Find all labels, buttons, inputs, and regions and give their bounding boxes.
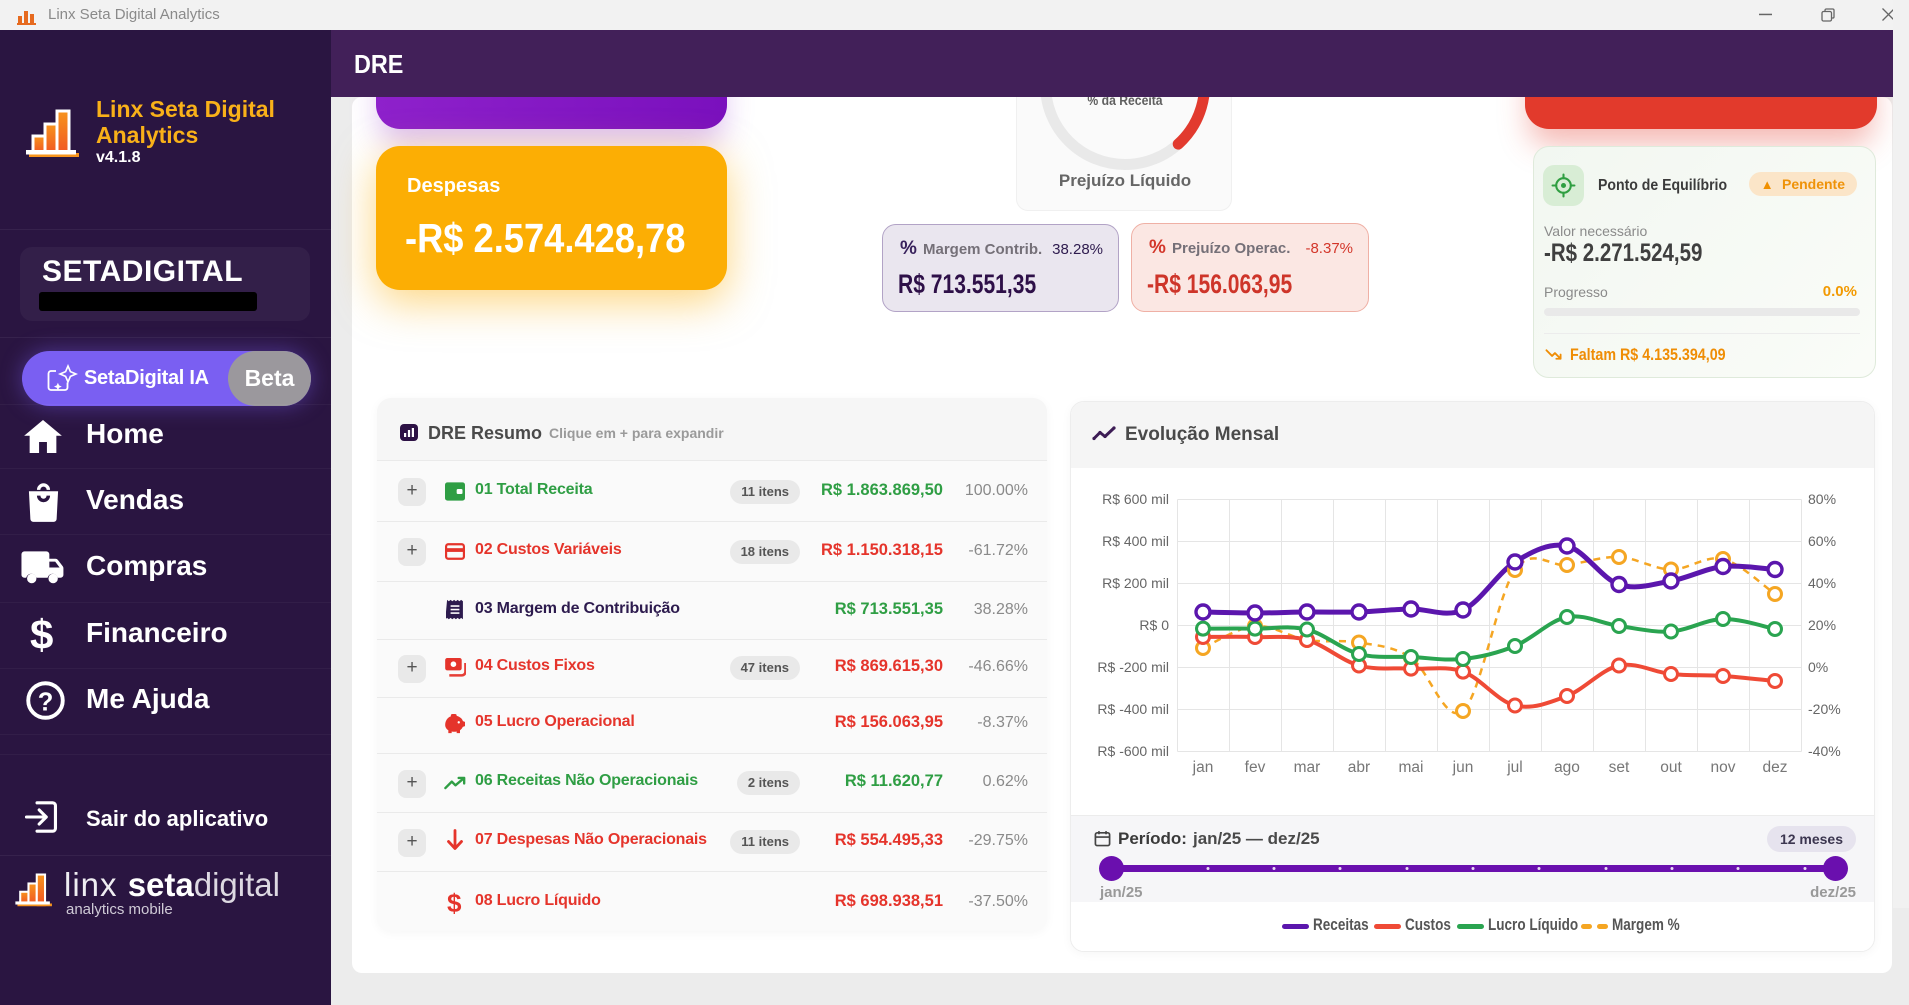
svg-text:mai: mai [1399,759,1424,776]
svg-text:60%: 60% [1808,533,1836,549]
svg-text:R$ 600 mil: R$ 600 mil [1102,491,1169,507]
svg-text:set: set [1609,759,1630,776]
svg-text:R$ -400 mil: R$ -400 mil [1097,701,1169,717]
svg-text:out: out [1660,759,1682,776]
svg-text:jun: jun [1452,759,1474,776]
svg-text:mar: mar [1294,759,1321,776]
svg-text:nov: nov [1711,759,1736,776]
svg-text:jan: jan [1192,759,1214,776]
svg-text:ago: ago [1554,759,1580,776]
svg-text:R$ 400 mil: R$ 400 mil [1102,533,1169,549]
svg-text:jul: jul [1506,759,1523,776]
svg-text:40%: 40% [1808,575,1836,591]
svg-text:fev: fev [1245,759,1266,776]
svg-text:?: ? [38,688,54,716]
svg-text:R$ 200 mil: R$ 200 mil [1102,575,1169,591]
svg-text:R$ -200 mil: R$ -200 mil [1097,659,1169,675]
svg-text:dez: dez [1763,759,1788,776]
svg-text:80%: 80% [1808,491,1836,507]
svg-text:abr: abr [1348,759,1370,776]
svg-text:0%: 0% [1808,659,1828,675]
svg-text:-40%: -40% [1808,743,1841,759]
svg-text:R$ 0: R$ 0 [1139,617,1169,633]
svg-text:-20%: -20% [1808,701,1841,717]
svg-text:R$ -600 mil: R$ -600 mil [1097,743,1169,759]
svg-text:20%: 20% [1808,617,1836,633]
